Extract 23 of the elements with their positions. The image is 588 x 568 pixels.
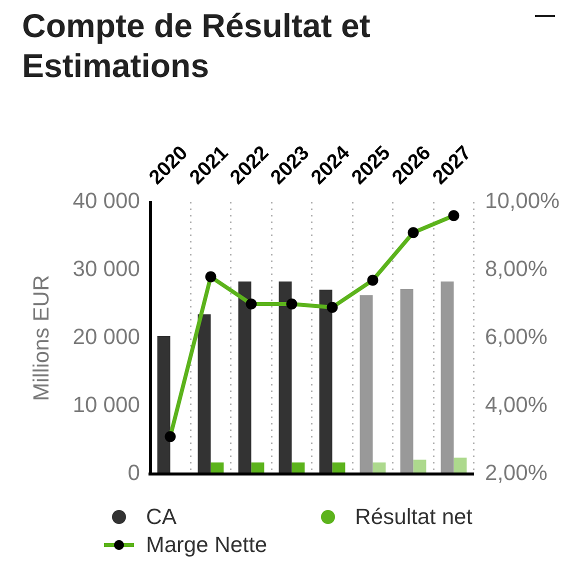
bar: [238, 282, 252, 474]
y-tick-label: 0: [128, 460, 140, 486]
bar: [278, 282, 292, 474]
y2-tick-label: 4,00%: [485, 392, 548, 418]
legend-label: Résultat net: [355, 504, 472, 530]
bar: [198, 314, 211, 474]
bar: [360, 295, 373, 474]
bar: [319, 290, 332, 474]
bar: [157, 336, 170, 474]
y-axis-title: Millions EUR: [28, 275, 54, 401]
y-tick-label: 30 000: [72, 256, 140, 282]
bar: [440, 282, 454, 474]
legend-label: CA: [146, 504, 177, 530]
y2-tick-label: 10,00%: [485, 188, 560, 214]
chart-title: Compte de Résultat et Estimations: [22, 6, 372, 86]
y2-tick-label: 2,00%: [485, 460, 548, 486]
y-tick-label: 20 000: [72, 324, 140, 350]
y2-tick-label: 6,00%: [485, 324, 548, 350]
y-tick-label: 10 000: [72, 392, 140, 418]
legend-label: Marge Nette: [146, 532, 268, 558]
bar: [400, 289, 414, 474]
y2-tick-label: 8,00%: [485, 256, 548, 282]
y-tick-label: 40 000: [72, 188, 140, 214]
